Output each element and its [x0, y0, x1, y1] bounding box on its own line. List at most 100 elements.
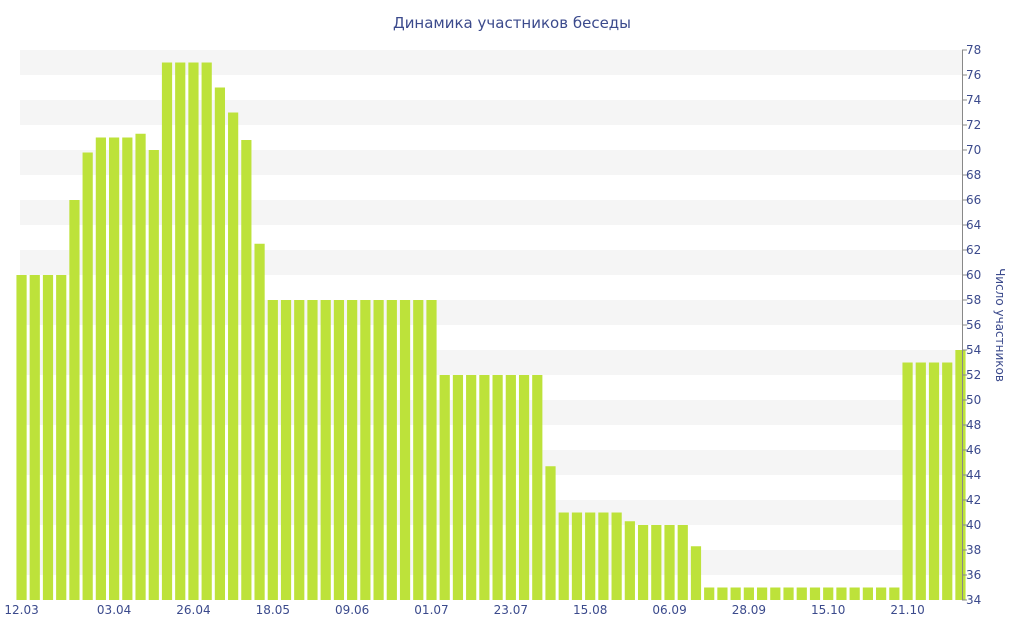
bar [214, 87, 226, 600]
y-tick-label: 50 [966, 393, 981, 407]
bar [413, 300, 424, 600]
bar [690, 546, 702, 600]
y-tick-label: 68 [966, 168, 981, 182]
grid-bands [20, 50, 962, 575]
bar [942, 362, 953, 600]
bar [876, 587, 887, 600]
y-tick-label: 60 [966, 268, 981, 282]
bar [386, 300, 397, 600]
bar [373, 300, 384, 600]
bar [532, 375, 543, 600]
y-tick-label: 54 [966, 343, 981, 357]
grid-band [20, 200, 962, 225]
bar [756, 587, 768, 600]
grid-band [20, 350, 962, 375]
x-tick-label: 03.04 [97, 603, 131, 617]
y-tick-label: 74 [966, 93, 981, 107]
bar [347, 300, 358, 600]
bar [518, 375, 530, 600]
bar [809, 587, 821, 600]
x-tick-label: 15.10 [811, 603, 845, 617]
x-tick-label: 06.09 [652, 603, 686, 617]
bar [241, 140, 252, 600]
bar [704, 587, 715, 600]
bar [677, 525, 688, 600]
bar [201, 62, 212, 600]
y-tick-label: 64 [966, 218, 981, 232]
bar [82, 152, 93, 600]
bar [889, 587, 900, 600]
y-tick-label: 70 [966, 143, 981, 157]
x-tick-label: 21.10 [890, 603, 924, 617]
y-axis-title: Число участников [993, 268, 1007, 382]
bar [333, 300, 345, 600]
bar [849, 587, 860, 600]
y-tick-label: 56 [966, 318, 981, 332]
bar [29, 275, 40, 600]
bar [823, 587, 834, 600]
bar-series [16, 62, 966, 600]
bar [122, 137, 133, 600]
y-axis-ticks: 34 36 38 40 42 44 46 48 50 52 54 56 58 60 62 64 66 68 70 72… [962, 43, 981, 607]
bar [188, 62, 199, 600]
bar [307, 300, 318, 600]
y-tick-label: 44 [966, 468, 981, 482]
x-tick-label: 01.07 [414, 603, 448, 617]
y-tick-label: 48 [966, 418, 981, 432]
y-tick-label: 42 [966, 493, 981, 507]
bar [175, 62, 186, 600]
grid-band [20, 150, 962, 175]
grid-band [20, 550, 962, 575]
bar [651, 525, 662, 600]
grid-band [20, 100, 962, 125]
bar [783, 587, 794, 600]
bar [770, 587, 781, 600]
bar [505, 375, 516, 600]
grid-band [20, 250, 962, 275]
x-tick-label: 18.05 [256, 603, 290, 617]
bar [148, 150, 159, 600]
y-tick-label: 40 [966, 518, 981, 532]
bar [135, 133, 146, 600]
bar [42, 275, 54, 600]
bar [836, 587, 847, 600]
y-tick-label: 46 [966, 443, 981, 457]
bar [796, 587, 807, 600]
x-tick-label: 23.07 [494, 603, 528, 617]
bar [637, 525, 649, 600]
x-tick-label: 12.03 [4, 603, 38, 617]
x-tick-label: 26.04 [176, 603, 210, 617]
y-tick-label: 52 [966, 368, 981, 382]
x-tick-label: 28.09 [732, 603, 766, 617]
chart-title: Динамика участников беседы [393, 14, 631, 32]
grid-band [20, 450, 962, 475]
bar [492, 375, 503, 600]
y-tick-label: 62 [966, 243, 981, 257]
grid-band [20, 300, 962, 325]
y-tick-label: 78 [966, 43, 981, 57]
bar [109, 137, 120, 600]
bar [598, 512, 609, 600]
bar [730, 587, 741, 600]
bar [664, 525, 675, 600]
bar [452, 375, 464, 600]
bar [254, 243, 265, 600]
bar [571, 512, 583, 600]
x-tick-label: 09.06 [335, 603, 369, 617]
bar [426, 300, 437, 600]
y-tick-label: 66 [966, 193, 981, 207]
bar [611, 512, 622, 600]
bar [902, 362, 913, 600]
bar [862, 587, 873, 600]
y-tick-label: 58 [966, 293, 981, 307]
bar [928, 362, 940, 600]
bar [16, 275, 27, 600]
x-axis-ticks: 12.03 03.04 26.04 18.05 09.06 01.07 23.07 15.08… [4, 603, 924, 617]
bar [280, 300, 292, 600]
bar [479, 375, 490, 600]
bar [294, 300, 305, 600]
y-tick-label: 72 [966, 118, 981, 132]
grid-band [20, 500, 962, 525]
y-tick-label: 34 [966, 593, 981, 607]
